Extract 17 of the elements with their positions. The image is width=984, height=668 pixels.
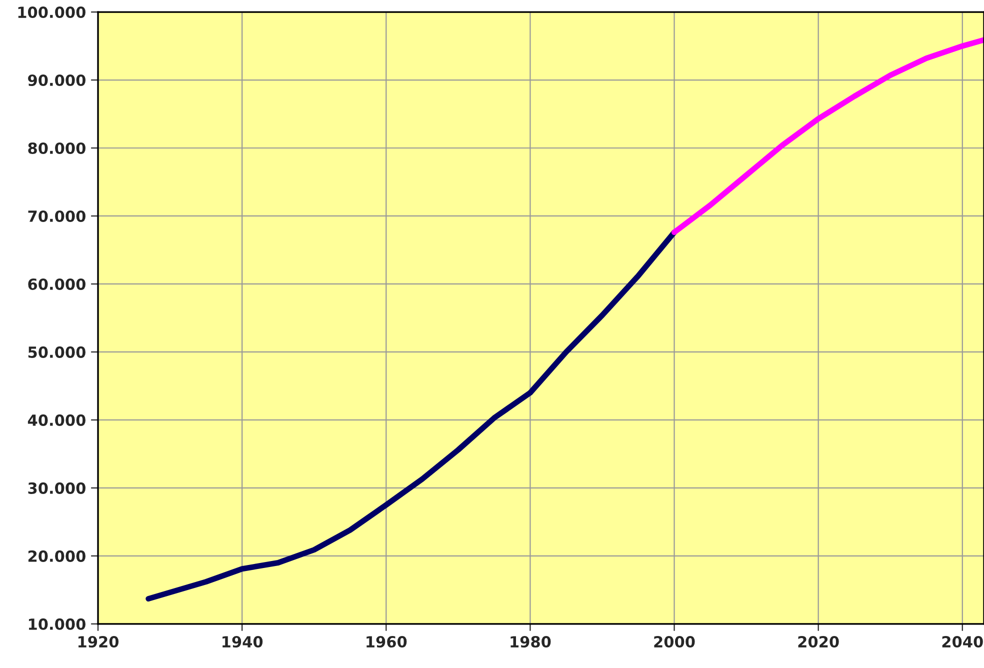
x-tick-label: 1980	[510, 636, 551, 648]
y-tick-label: 20.000	[28, 550, 86, 562]
y-tick-label: 10.000	[28, 618, 86, 630]
y-tick-label: 70.000	[28, 210, 86, 222]
x-tick-label: 2000	[654, 636, 695, 648]
x-tick-label: 2020	[798, 636, 839, 648]
x-tick-label: 2040	[942, 636, 983, 648]
y-tick-label: 60.000	[28, 278, 86, 290]
y-tick-label: 40.000	[28, 414, 86, 426]
y-tick-label: 100.000	[18, 6, 86, 18]
x-tick-label: 1940	[222, 636, 263, 648]
y-tick-label: 30.000	[28, 482, 86, 494]
y-tick-label: 90.000	[28, 74, 86, 86]
y-tick-label: 50.000	[28, 346, 86, 358]
x-tick-label: 1920	[78, 636, 119, 648]
y-tick-label: 80.000	[28, 142, 86, 154]
x-tick-label: 1960	[366, 636, 407, 648]
